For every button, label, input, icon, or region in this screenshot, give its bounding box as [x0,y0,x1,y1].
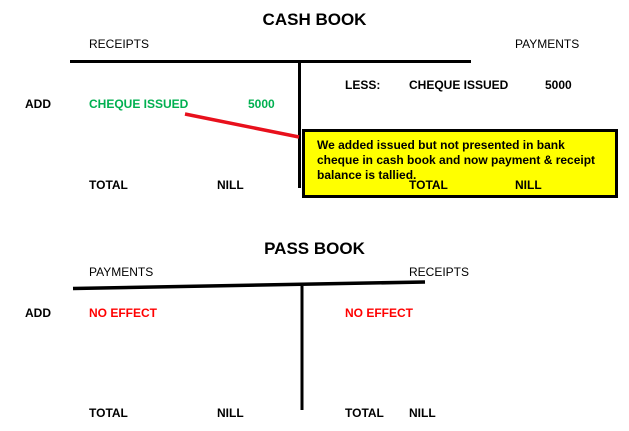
cash-book-right-total-value: NILL [515,178,542,192]
cash-book-title: CASH BOOK [262,10,367,29]
cash-book-left-total-value: NILL [217,178,244,192]
pass-book-receipts-header: RECEIPTS [409,265,470,279]
payments-cheque-issued: CHEQUE ISSUED [409,78,509,92]
payments-amount: 5000 [545,78,572,92]
pass-book-right-total-label: TOTAL [345,406,384,420]
pass-book-title: PASS BOOK [264,239,365,258]
less-label: LESS: [345,78,381,92]
cash-book-receipts-header: RECEIPTS [89,37,150,51]
pass-book-right-entry: NO EFFECT [345,306,413,320]
receipts-cheque-issued: CHEQUE ISSUED [89,97,189,111]
receipts-amount: 5000 [248,97,275,111]
add-label: ADD [25,97,51,111]
cash-book-payments-header: PAYMENTS [515,37,580,51]
connector-line [184,112,300,139]
cash-book-left-total-label: TOTAL [89,178,128,192]
note-text: We added issued but not presented in ban… [317,138,596,182]
pass-book-right-total-value: NILL [409,406,436,420]
cash-book-right-total-label: TOTAL [409,178,448,192]
pass-book-horizontal-rule [72,280,426,291]
pass-book-payments-header: PAYMENTS [89,265,154,279]
pass-book-left-entry: NO EFFECT [89,306,157,320]
pass-book-left-total-value: NILL [217,406,244,420]
pass-book-add-label: ADD [25,306,51,320]
pass-book-left-total-label: TOTAL [89,406,128,420]
explanation-note: We added issued but not presented in ban… [302,129,618,198]
